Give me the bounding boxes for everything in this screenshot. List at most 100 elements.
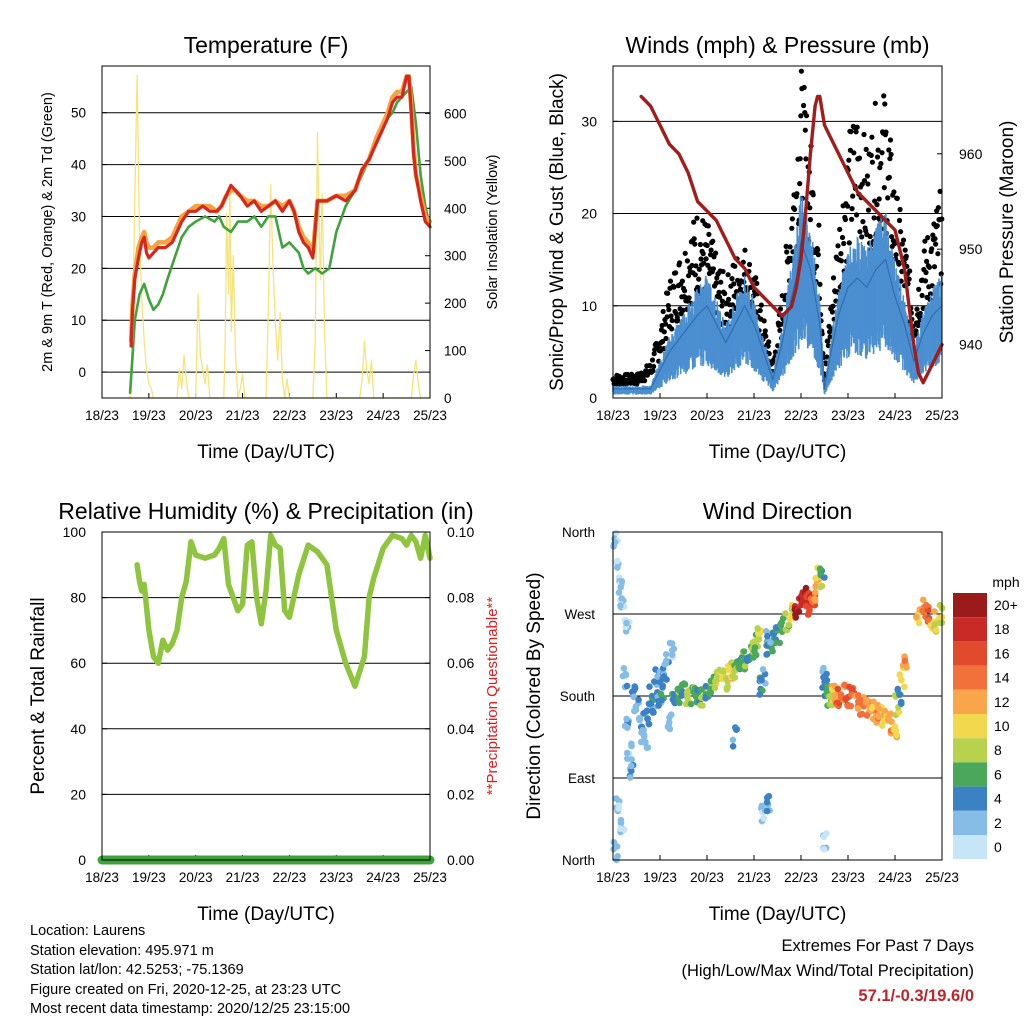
x-tick-label: 20/23 — [690, 408, 724, 423]
direction-point — [617, 583, 624, 591]
direction-point — [769, 647, 776, 655]
colorbar-swatch — [953, 762, 987, 787]
gust-point — [914, 306, 920, 312]
gust-point — [802, 127, 808, 133]
gust-point — [726, 296, 732, 302]
colorbar-label: 4 — [994, 791, 1002, 807]
colorbar-swatch — [953, 835, 987, 860]
gust-point — [913, 328, 919, 334]
gust-point — [933, 241, 939, 247]
gust-point — [849, 216, 855, 222]
direction-point — [623, 682, 631, 690]
direction-point — [628, 742, 635, 750]
x-tick-label: 19/23 — [643, 870, 677, 885]
gust-point — [864, 173, 871, 179]
x-tick-label: 19/23 — [132, 408, 166, 423]
y-tick-label: West — [564, 607, 595, 622]
gust-point — [899, 241, 905, 247]
gust-point — [824, 354, 830, 360]
direction-point — [626, 774, 634, 781]
gust-point — [705, 223, 711, 229]
colorbar-label: 10 — [994, 718, 1010, 734]
direction-point — [667, 711, 675, 718]
gust-point — [682, 288, 688, 294]
panel-3-xlabel: Time (Day/UTC) — [197, 904, 335, 925]
y-right-tick-label: 500 — [444, 154, 467, 169]
x-tick-label: 21/23 — [737, 408, 771, 423]
gust-point — [649, 357, 656, 363]
gust-point — [896, 217, 903, 224]
gust-point — [902, 247, 908, 253]
direction-point — [755, 634, 762, 642]
direction-point — [647, 700, 655, 707]
gust-point — [746, 261, 753, 268]
direction-point — [763, 651, 770, 658]
direction-point — [896, 691, 903, 698]
extremes-subtitle: (High/Low/Max Wind/Total Precipitation) — [681, 962, 974, 980]
direction-point — [697, 702, 704, 709]
colorbar-swatch — [953, 665, 987, 690]
direction-point — [628, 756, 635, 763]
gust-point — [825, 338, 831, 344]
direction-point — [618, 595, 625, 602]
direction-point — [802, 584, 810, 592]
y-tick-label: East — [568, 771, 595, 786]
x-tick-label: 21/23 — [226, 870, 260, 885]
gust-point — [652, 347, 658, 353]
gust-point — [713, 280, 719, 286]
gust-point — [666, 307, 672, 313]
gust-point — [927, 291, 934, 297]
gust-point — [729, 276, 735, 282]
gust-point — [710, 266, 717, 272]
gust-point — [803, 113, 810, 119]
direction-point — [683, 689, 691, 696]
gust-point — [675, 317, 681, 324]
gust-point — [935, 251, 941, 257]
y-tick-label: 100 — [63, 524, 87, 540]
gust-point — [716, 289, 722, 295]
gust-point — [867, 233, 873, 240]
gust-point — [874, 202, 880, 208]
colorbar-swatch — [953, 593, 987, 618]
direction-point — [755, 630, 762, 637]
x-tick-label: 18/23 — [85, 408, 119, 423]
panel-2-xlabel: Time (Day/UTC) — [709, 442, 847, 463]
gust-point — [934, 223, 940, 229]
gust-point — [686, 273, 692, 279]
gust-point — [742, 247, 748, 253]
direction-point — [821, 574, 828, 581]
direction-point — [804, 611, 812, 618]
gust-point — [810, 192, 816, 198]
gust-point — [722, 290, 728, 297]
colorbar-title: mph — [992, 574, 1019, 590]
y-right-tick-label: 0.00 — [447, 852, 474, 868]
direction-point — [863, 696, 870, 704]
direction-point — [901, 657, 909, 665]
panel-3-ylabel: Percent & Total Rainfall — [28, 597, 49, 794]
direction-point — [856, 696, 864, 703]
direction-point — [687, 700, 695, 708]
colorbar-label: 20+ — [994, 597, 1018, 613]
station-location: Location: Laurens — [30, 923, 146, 939]
direction-point — [771, 639, 779, 647]
direction-point — [632, 703, 640, 710]
gust-point — [803, 156, 809, 162]
gust-point — [876, 196, 882, 202]
colorbar-swatch — [953, 689, 987, 714]
direction-point — [756, 691, 763, 698]
gust-point — [841, 240, 847, 247]
gust-point — [669, 317, 675, 324]
direction-point — [919, 607, 927, 615]
direction-point — [744, 654, 752, 661]
gust-point — [815, 252, 821, 258]
direction-point — [682, 700, 690, 708]
gust-point — [692, 272, 698, 278]
direction-point — [875, 713, 882, 720]
y-tick-label: 0 — [78, 852, 86, 868]
direction-point — [612, 529, 620, 537]
direction-point — [658, 696, 665, 704]
extremes-values: 57.1/-0.3/19.6/0 — [858, 987, 974, 1005]
gust-point — [664, 314, 670, 320]
gust-point — [703, 256, 709, 262]
